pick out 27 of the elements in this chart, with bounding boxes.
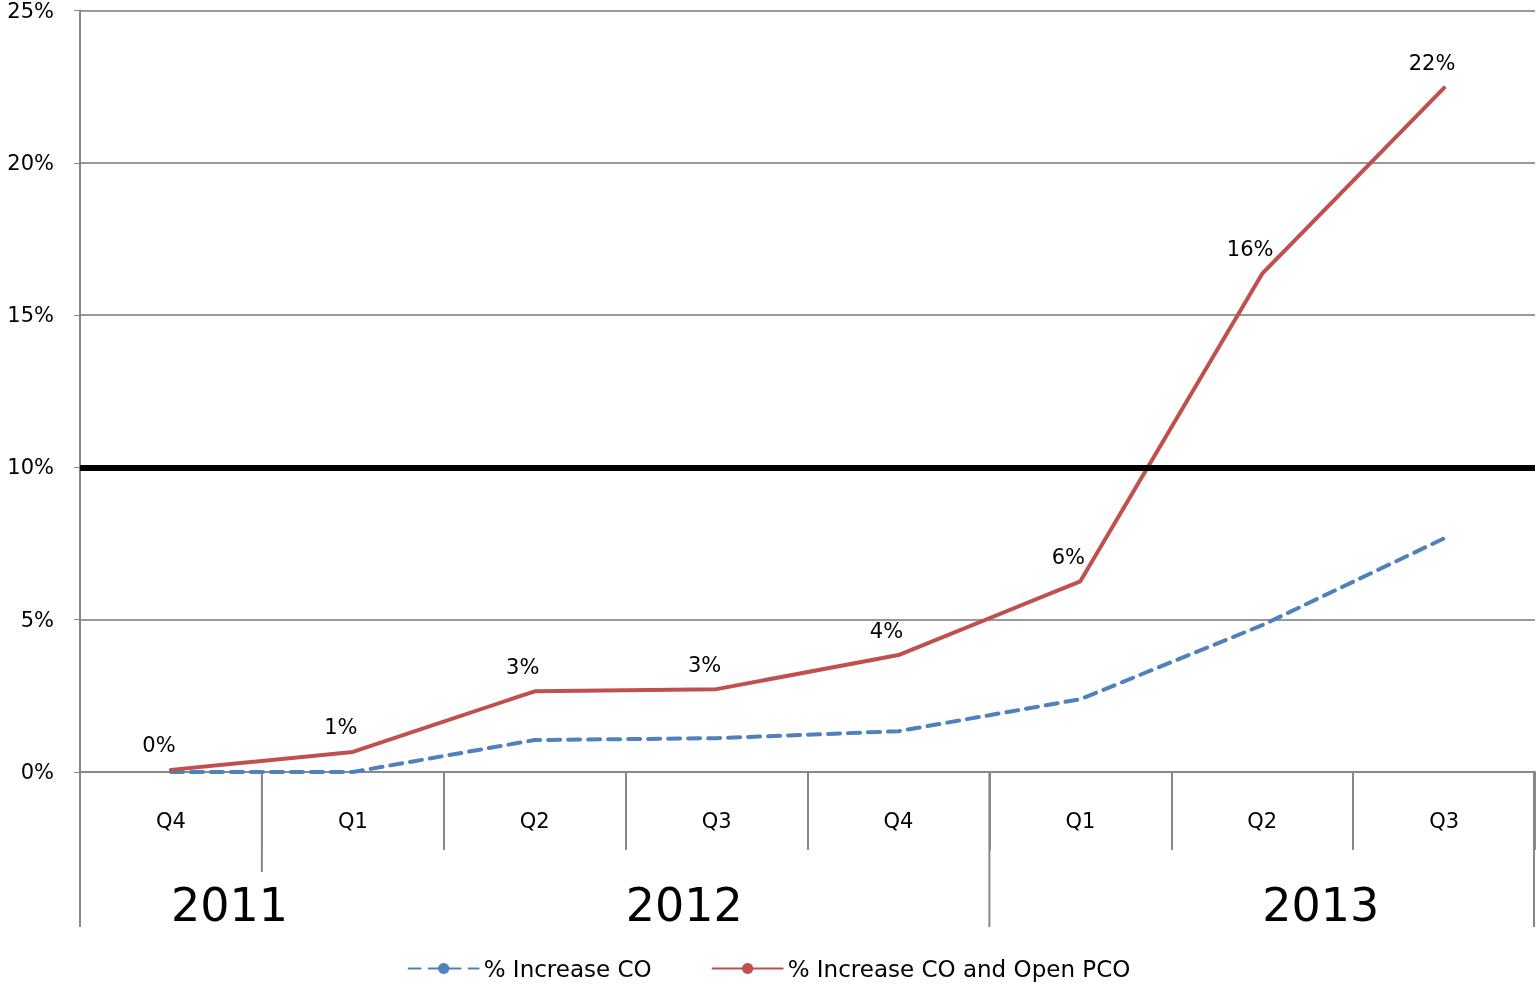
text: 2013 — [1262, 878, 1380, 932]
data-label: 3% — [687, 652, 722, 677]
x-tick-label: Q3 — [701, 808, 732, 833]
y-tick-label: 0% — [20, 760, 54, 784]
x-tick-label: Q2 — [1247, 808, 1278, 833]
y-tick-label: 20% — [7, 150, 54, 175]
text: 2012 — [625, 878, 743, 932]
data-label: 4% — [869, 618, 904, 643]
x-tick-label: Q1 — [337, 808, 368, 833]
x-tick-label: Q4 — [883, 808, 914, 833]
data-label: 22% — [1408, 51, 1456, 76]
y-tick-label: 10% — [7, 455, 54, 480]
text: 2011 — [170, 878, 289, 932]
legend-label: % Increase CO and Open PCO — [787, 955, 1131, 982]
x-tick-label: Q4 — [155, 808, 186, 833]
data-label: 1% — [324, 715, 358, 740]
data-label: 3% — [506, 654, 540, 679]
y-tick-label: 15% — [7, 303, 54, 328]
legend-label: % Increase CO — [483, 955, 652, 982]
data-label: 0% — [142, 733, 176, 758]
data-label: 6% — [1051, 544, 1085, 569]
y-tick-label: 25% — [7, 0, 54, 23]
y-tick-label: 5% — [20, 607, 54, 632]
x-tick-label: Q1 — [1065, 808, 1096, 833]
x-tick-label: Q2 — [519, 808, 550, 833]
x-tick-label: Q3 — [1429, 808, 1460, 833]
data-label: 16% — [1226, 237, 1274, 262]
